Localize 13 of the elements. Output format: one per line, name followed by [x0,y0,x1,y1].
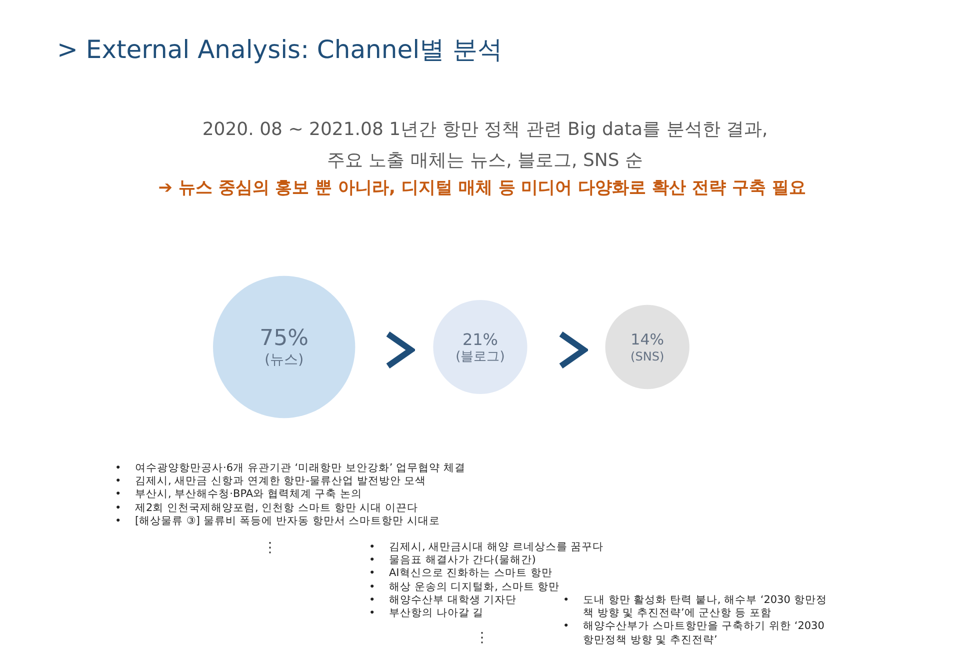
text: 2020. 08 ~ 2021.08 1년간 항만 정책 관련 Big data를 분석한 결과, 주요 노출 매체는 뉴스, 블로그, SNS 순 [202,119,768,171]
data-label: 21% [462,330,498,349]
text: • 도내 항만 활성화 탄력 붙나, 해수부 ‘2030 항만정책 방향 및 추진전략’에 군산항 등 포함 • 해양수산부가 스마트항만을 구축하기 위한 ‘2030 항만정책 방향 및 추진전략’ [563,594,827,646]
text: > External Analysis: Channel별 분석 [57,35,503,64]
category-label: (블로그) [456,350,505,364]
category-label: (뉴스) [264,352,304,368]
text: • 여수광양항만공사·6개 유관기관 ‘미래항만 보안강화’ 업무협약 체결 • 김제시, 새만금 신항과 연계한 항만-물류산업 발전방안 모색 • 부산시, 부산해수청·BPA와 협력체계 구축 논의 • 제2회 인천국제해양포럼, 인천항 스마트 항만 시대 이끈다 • [해상물류 ③] 물류비 폭등에 반자동 항만서 스마트항만 시대로 [115,462,466,527]
data-label: 14% [630,330,664,348]
text: ⋮ [263,540,277,556]
category-label: (SNS) [630,350,664,364]
data-label: 75% [260,326,309,351]
text: ⋮ [475,630,489,646]
text: ➔ 뉴스 중심의 홍보 뿐 아니라, 디지털 매체 등 미디어 다양화로 확산 전략 구축 필요 [158,177,806,200]
